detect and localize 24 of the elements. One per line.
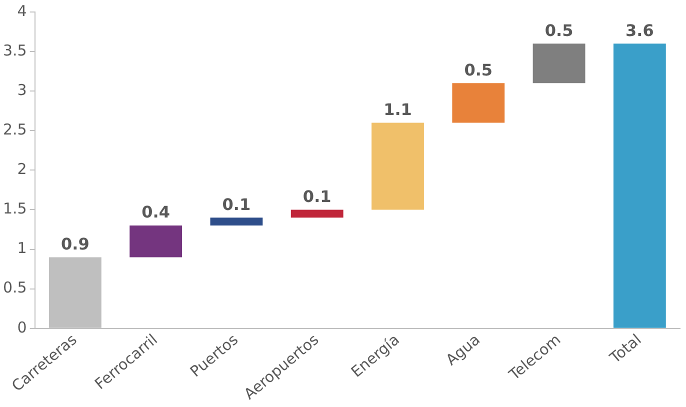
data-label: 0.5 [464, 60, 493, 80]
y-tick-label: 1.5 [2, 200, 27, 218]
data-label: 0.5 [544, 20, 574, 40]
y-tick-label: 2.5 [2, 120, 27, 139]
y-tick-label: 3.5 [2, 41, 27, 60]
data-label: 0.4 [142, 202, 170, 222]
bar [210, 218, 263, 226]
y-tick-label: 2 [17, 160, 27, 178]
data-label: 0.1 [302, 186, 332, 206]
y-tick-label: 0.5 [2, 278, 27, 297]
data-label: 3.6 [626, 20, 654, 40]
y-tick-label: 0 [17, 318, 27, 336]
y-tick-label: 4 [17, 2, 27, 20]
bar [613, 44, 666, 328]
data-label: 0.9 [61, 234, 90, 254]
bar [130, 226, 182, 258]
bar [452, 83, 505, 123]
y-tick-label: 3 [17, 80, 27, 99]
data-label: 1.1 [384, 100, 412, 119]
data-label: 0.1 [222, 194, 251, 214]
y-tick-label: 1 [17, 239, 27, 258]
bar [372, 122, 424, 210]
bar [290, 210, 344, 218]
bar [532, 44, 586, 84]
